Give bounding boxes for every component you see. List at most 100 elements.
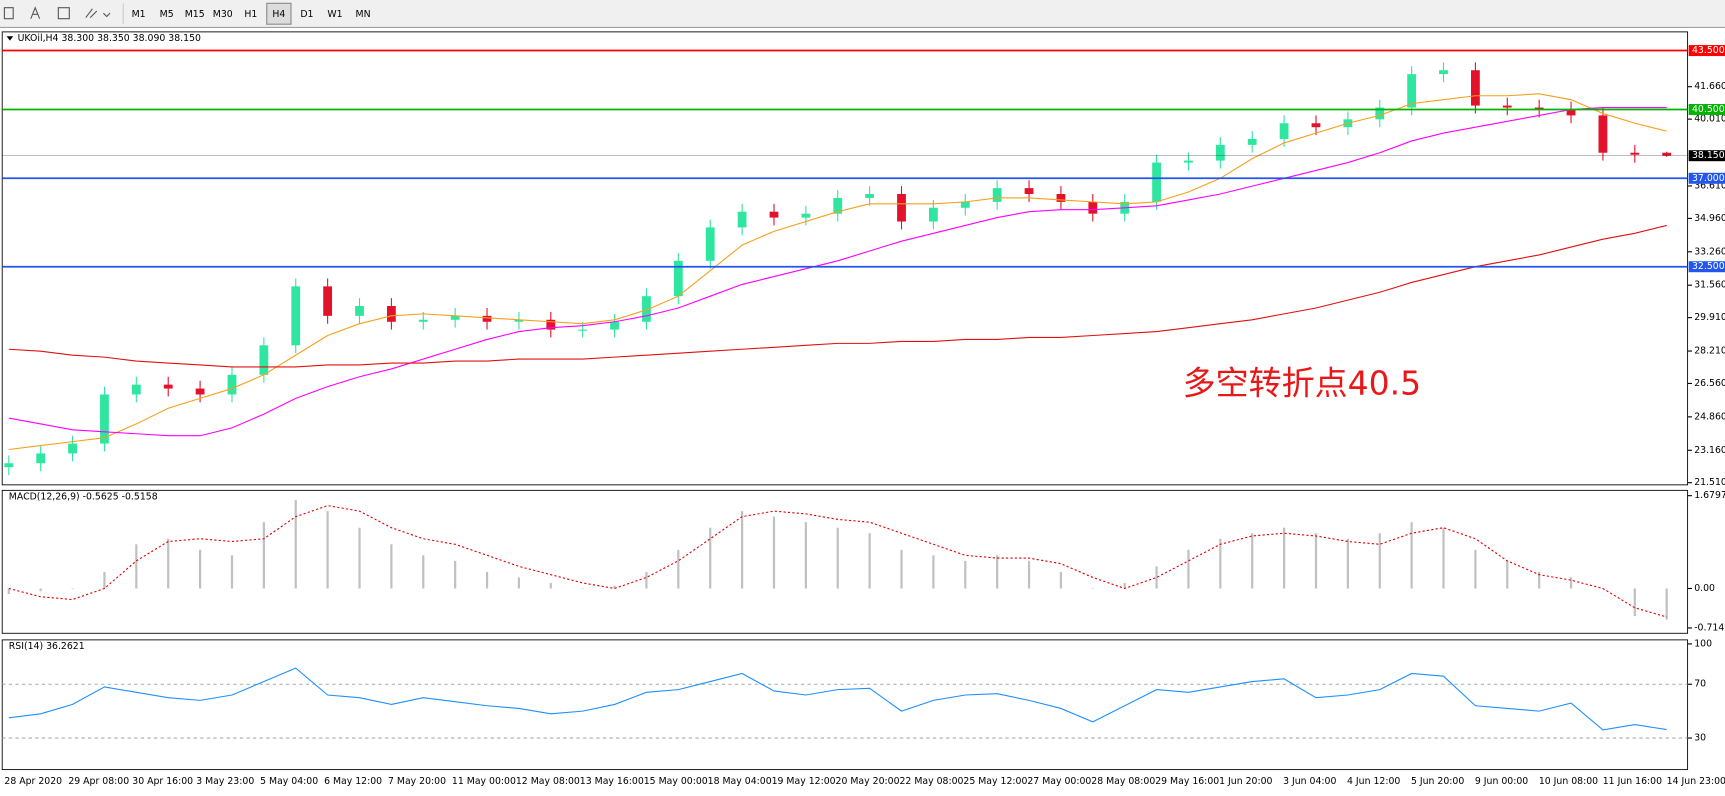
candle-body: [833, 197, 843, 214]
timeframes: M1 M5 M15 M30 H1 H4 D1 W1 MN: [132, 2, 371, 25]
x-tick-label: 10 Jun 08:00: [1539, 776, 1598, 787]
x-tick-label: 13 May 16:00: [580, 776, 644, 787]
candle-body: [578, 329, 588, 331]
x-tick-label: 28 May 08:00: [1091, 776, 1155, 787]
x-tick-label: 12 May 08:00: [516, 776, 580, 787]
candle-body: [769, 211, 779, 218]
macd-bar: [1378, 533, 1381, 589]
macd-bar: [358, 527, 361, 589]
timeframe-button[interactable]: M30: [213, 9, 233, 20]
macd-pane: [1, 489, 1689, 634]
price-level-box: [1688, 172, 1725, 184]
x-tick-label: 9 Jun 00:00: [1475, 776, 1528, 787]
timeframe-button[interactable]: H1: [244, 9, 257, 20]
price-level-label: 38.150: [1692, 150, 1725, 161]
macd-bar: [804, 522, 807, 589]
x-tick-label: 5 Jun 20:00: [1411, 776, 1464, 787]
price-level-box: [1688, 104, 1725, 116]
candle-body: [163, 384, 173, 389]
macd-bar: [1506, 560, 1509, 589]
candle-body: [1502, 105, 1512, 108]
moving-average: [8, 93, 1667, 451]
macd-bar: [485, 571, 489, 589]
candle-body: [418, 319, 428, 322]
annotation: 多空转折点40.5: [1183, 363, 1421, 402]
macd-bar: [1538, 571, 1541, 589]
macd-bar: [772, 516, 776, 589]
timeframe-button[interactable]: M5: [160, 9, 174, 20]
macd-bar: [422, 555, 425, 589]
price-level-label: 32.500: [1692, 261, 1725, 272]
pane-title: MACD(12,26,9) -0.5625 -0.5158: [9, 491, 158, 502]
candle-body: [1534, 107, 1544, 110]
crosshair-icon[interactable]: [3, 7, 14, 20]
timeframe-button[interactable]: H4: [272, 9, 285, 20]
candle-body: [1311, 123, 1321, 128]
price-level-box: [1688, 150, 1725, 162]
price-level-label: 37.000: [1692, 173, 1725, 184]
candle-body: [1598, 115, 1608, 153]
y-tick-label: 40.010: [1694, 114, 1725, 125]
pane-title: RSI(14) 36.2621: [9, 641, 85, 652]
macd-bar: [517, 577, 521, 589]
y-tick-label: 70: [1694, 679, 1706, 690]
y-tick-label: 29.910: [1694, 312, 1725, 323]
macd-bar: [645, 571, 648, 589]
x-tick-label: 27 May 00:00: [1027, 776, 1091, 787]
macd-bar: [294, 500, 297, 589]
candle-body: [865, 194, 875, 198]
macd-bar: [1569, 577, 1573, 589]
macd-bar: [262, 522, 265, 589]
macd-bar: [964, 560, 967, 589]
macd-bar: [868, 533, 871, 589]
y-tick-label: 100: [1694, 638, 1712, 649]
macd-bar: [996, 555, 999, 589]
candle-body: [1439, 70, 1448, 75]
macd-bar: [1665, 588, 1668, 620]
text-icon[interactable]: [30, 6, 41, 19]
x-tick-label: 4 Jun 12:00: [1347, 776, 1400, 787]
y-tick-label: 1.6797: [1694, 490, 1725, 501]
x-tick-label: 11 May 00:00: [452, 776, 516, 787]
candle-body: [195, 388, 205, 395]
shapes-icon[interactable]: [85, 8, 111, 18]
candle-body: [100, 394, 109, 444]
collapse-arrow[interactable]: [6, 36, 14, 41]
y-tick-label: 30: [1694, 733, 1706, 744]
macd-bar: [103, 571, 106, 589]
candle-body: [610, 321, 619, 330]
timeframe-button[interactable]: MN: [356, 9, 371, 20]
candle-body: [960, 201, 970, 208]
timeframe-button[interactable]: M15: [185, 9, 205, 20]
timeframe-button[interactable]: D1: [300, 9, 313, 20]
macd-bar: [836, 527, 839, 589]
timeframe-button[interactable]: M1: [132, 9, 146, 20]
candle-body: [1215, 144, 1225, 161]
macd-bar: [740, 511, 744, 589]
candle-body: [355, 306, 364, 316]
macd-bar: [613, 585, 616, 589]
candle-body: [450, 315, 460, 320]
macd-bar: [1442, 527, 1445, 589]
y-tick-label: 34.960: [1694, 213, 1725, 224]
candle-body: [1184, 160, 1193, 163]
price-level-box: [1688, 261, 1725, 273]
y-tick-label: 33.260: [1694, 246, 1725, 257]
x-tick-label: 29 May 16:00: [1155, 776, 1219, 787]
macd-bar: [709, 527, 712, 589]
timeframe-button[interactable]: W1: [327, 9, 342, 20]
y-tick-label: 21.510: [1694, 477, 1725, 488]
x-tick-label: 6 May 12:00: [324, 776, 382, 787]
macd-bar: [900, 549, 903, 589]
macd-bar: [1251, 533, 1254, 589]
macd-bar: [454, 560, 457, 589]
candle-body: [1279, 123, 1289, 139]
x-tick-label: 3 May 23:00: [196, 776, 254, 787]
x-tick-label: 1 Jun 20:00: [1219, 776, 1272, 787]
x-tick-label: 18 May 04:00: [708, 776, 772, 787]
label-icon[interactable]: [57, 7, 70, 20]
macd-bar: [932, 555, 935, 589]
